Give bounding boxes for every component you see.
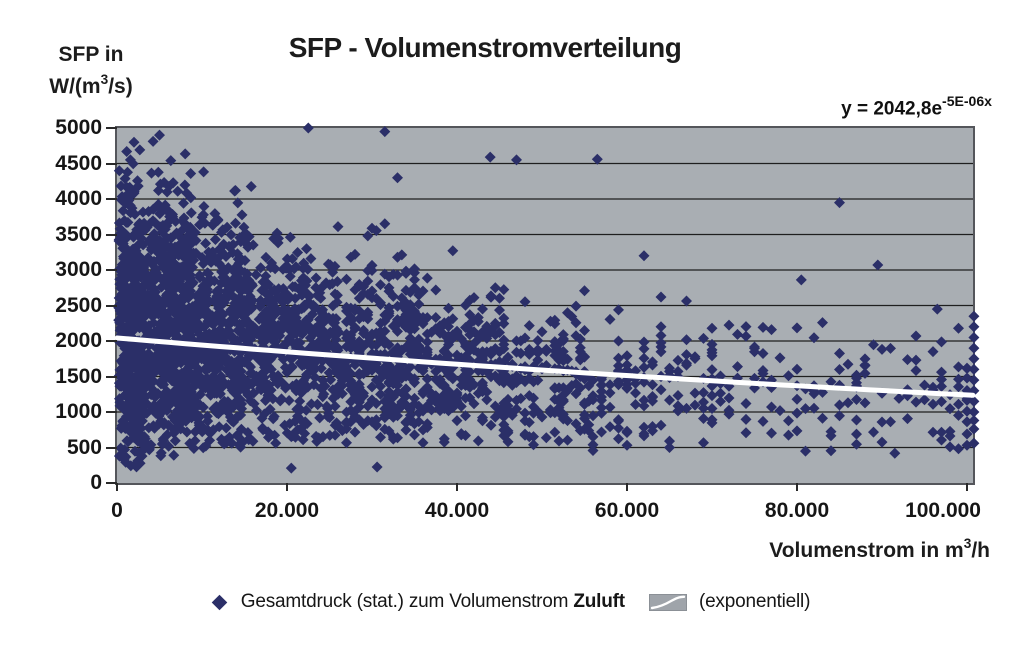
chart-title: SFP - Volumenstromverteilung — [288, 32, 682, 63]
scatter-plot-svg — [113, 122, 980, 474]
scatter-points — [113, 122, 980, 474]
y-tick-mark — [106, 375, 117, 378]
y-tick-label: 5000 — [55, 116, 102, 139]
x-tick-label: 80.000 — [764, 499, 830, 522]
x-tick-mark — [796, 483, 799, 491]
plot-area — [113, 122, 980, 485]
y-axis-label-line1: SFP in — [58, 43, 124, 66]
y-tick-label: 0 — [90, 471, 102, 494]
y-tick-label: 4000 — [55, 187, 102, 210]
y-tick-mark — [106, 269, 117, 271]
y-tick-mark — [106, 482, 117, 484]
x-tick-label: 20.000 — [254, 499, 320, 522]
x-tick-mark — [626, 483, 629, 491]
trendline-legend-label: (exponentiell) — [698, 591, 811, 612]
y-tick-label: 500 — [66, 435, 102, 459]
y-tick-label: 1500 — [55, 364, 102, 388]
y-tick-mark — [106, 162, 117, 165]
x-tick-mark — [116, 483, 118, 491]
x-tick-mark — [286, 483, 288, 491]
x-tick-label: 60.000 — [594, 499, 660, 522]
y-tick-label: 3500 — [55, 222, 102, 246]
y-tick-mark — [106, 446, 117, 449]
series-legend-label: Gesamtdruck (stat.) zum Volumenstrom Zul… — [240, 591, 625, 612]
x-tick-mark — [456, 483, 459, 491]
y-tick-label: 2000 — [55, 329, 102, 352]
y-tick-label: 1000 — [55, 400, 102, 423]
legend: Gesamtdruck (stat.) zum Volumenstrom Zul… — [0, 589, 1024, 615]
x-tick-label: 40.000 — [424, 499, 490, 522]
y-tick-mark — [106, 411, 117, 413]
trendline-swatch-icon — [648, 593, 687, 611]
x-tick-mark — [966, 483, 969, 491]
trendline-equation: y = 2042,8e-5E-06x — [841, 93, 992, 120]
y-axis-label: SFP in W/(m3/s) — [36, 42, 146, 100]
x-tick-label: 100.000 — [905, 499, 981, 522]
y-axis-label-line2: W/(m3/s) — [49, 71, 133, 98]
y-tick-label: 2500 — [55, 293, 102, 317]
y-tick-label: 3000 — [55, 258, 102, 281]
x-tick-label: 0 — [111, 499, 123, 522]
x-axis-title: Volumenstrom in m3/h — [769, 535, 990, 562]
series-diamond-icon — [211, 594, 228, 610]
y-tick-mark — [106, 198, 117, 200]
y-tick-mark — [106, 233, 117, 236]
y-tick-label: 4500 — [55, 151, 102, 175]
y-tick-mark — [106, 340, 117, 342]
y-tick-mark — [106, 127, 117, 129]
trendline — [114, 335, 976, 398]
y-tick-mark — [106, 304, 117, 307]
